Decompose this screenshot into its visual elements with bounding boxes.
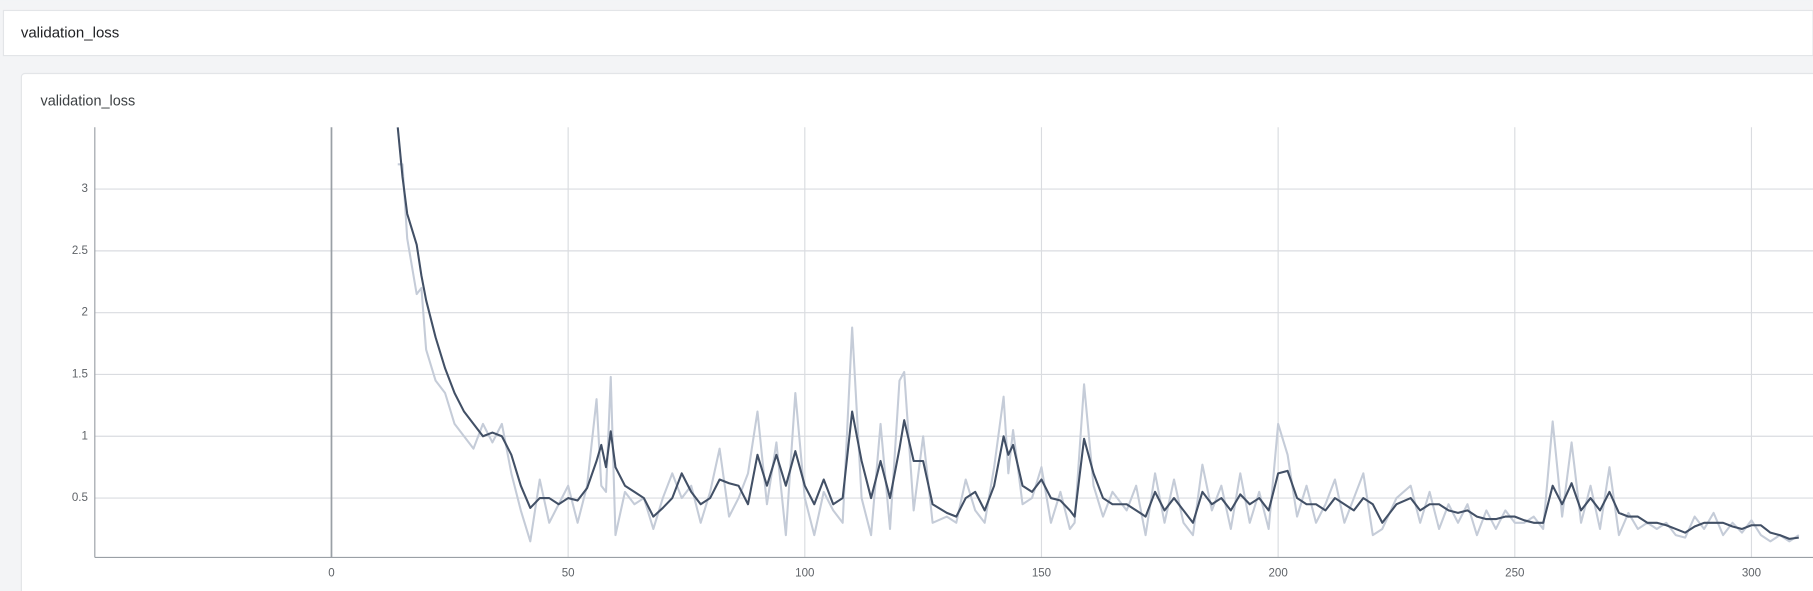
y-tick-label: 1	[81, 430, 87, 442]
x-tick-label: 100	[795, 568, 814, 580]
y-tick-label: 2.5	[72, 245, 88, 257]
x-tick-label: 50	[562, 568, 575, 580]
plot: 0.5 1 1.5 2 2.5 3 0 50 100 150 200 250 300	[72, 127, 1813, 580]
y-tick-label: 1.5	[72, 369, 88, 381]
chart-title: validation_loss	[40, 94, 135, 110]
x-tick-label: 200	[1269, 568, 1288, 580]
y-tick-label: 3	[81, 183, 87, 195]
x-tick-label: 150	[1032, 568, 1051, 580]
x-tick-label: 250	[1505, 568, 1524, 580]
card	[20, 72, 1813, 591]
x-tick-label: 300	[1742, 568, 1761, 580]
y-tick-label: 0.5	[72, 492, 88, 504]
y-tick-label: 2	[81, 307, 87, 319]
section-header[interactable]	[2, 9, 1813, 57]
series-group	[396, 127, 1800, 543]
line-series	[396, 127, 1799, 540]
x-tick-label: 0	[328, 568, 334, 580]
section-title: validation_loss	[21, 25, 120, 42]
